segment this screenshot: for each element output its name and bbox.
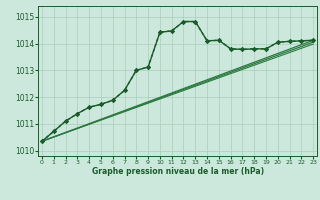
X-axis label: Graphe pression niveau de la mer (hPa): Graphe pression niveau de la mer (hPa) — [92, 167, 264, 176]
